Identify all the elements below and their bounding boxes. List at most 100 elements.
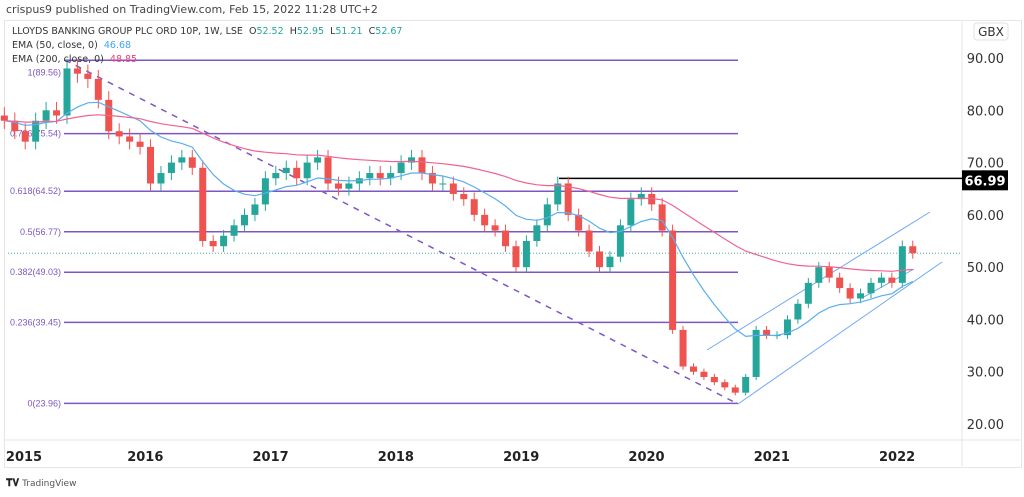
- candle-body: [188, 157, 196, 168]
- candle-body: [32, 120, 40, 142]
- candles: [0, 59, 917, 396]
- candle-body: [637, 193, 645, 200]
- candle-body: [679, 329, 687, 367]
- candle-body: [512, 246, 520, 268]
- ema50-row[interactable]: EMA (50, close, 0) 46.68: [12, 39, 402, 53]
- candle-body: [21, 131, 29, 142]
- fib-level-label: 0.5(56.77): [20, 227, 61, 237]
- candle-body: [136, 141, 144, 147]
- ema50-label: EMA (50, close, 0): [12, 40, 98, 51]
- fibonacci-retracement[interactable]: 1(89.56)0.786(75.54)0.618(64.52)0.5(56.7…: [10, 59, 738, 408]
- ema200-label: EMA (200, close, 0): [12, 54, 104, 65]
- candle-body: [752, 329, 760, 377]
- candle-body: [783, 319, 791, 336]
- ema50-value: 46.68: [103, 40, 132, 51]
- ema200-line: [4, 114, 913, 272]
- candle-body: [564, 183, 572, 215]
- candle-body: [334, 183, 342, 189]
- candle-body: [689, 366, 697, 372]
- candle-body: [585, 230, 593, 252]
- candle-body: [742, 376, 750, 393]
- drawings[interactable]: 66.99: [8, 59, 1008, 405]
- currency-label: GBX: [978, 25, 1004, 39]
- candle-body: [324, 157, 332, 184]
- candle-body: [209, 241, 217, 247]
- candle-body: [251, 204, 259, 215]
- candle-body: [522, 241, 530, 268]
- candle-body: [794, 303, 802, 320]
- time-tick-label: 2017: [253, 450, 289, 465]
- time-tick-label: 2015: [6, 450, 42, 465]
- candle-body: [502, 230, 510, 247]
- open-label: O: [248, 26, 257, 37]
- time-tick-label: 2022: [879, 450, 915, 465]
- candle-body: [63, 68, 71, 116]
- candle-body: [836, 277, 844, 289]
- symbol-row: LLOYDS BANKING GROUP PLC ORD 10P, 1W, LS…: [12, 25, 402, 39]
- candle-body: [408, 157, 416, 163]
- ema50-line: [4, 101, 914, 338]
- candle-body: [700, 371, 708, 377]
- low-value: 51.21: [335, 26, 363, 37]
- time-tick-label: 2018: [378, 450, 414, 465]
- fib-level-label: 0.618(64.52): [10, 186, 61, 196]
- tradingview-logo-icon: 𝐓𝐕: [6, 478, 20, 489]
- candle-body: [533, 225, 541, 242]
- candle-body: [42, 110, 50, 121]
- candle-body: [366, 173, 374, 179]
- candle-body: [126, 136, 134, 142]
- candle-body: [460, 193, 468, 200]
- candle-body: [658, 204, 666, 231]
- dashed-trend-line: [64, 59, 739, 405]
- candle-body: [470, 199, 478, 215]
- candle-body: [345, 183, 353, 189]
- close-label: C: [368, 26, 376, 37]
- candle-body: [543, 204, 551, 226]
- price-tick-label: 40.00: [967, 313, 1004, 328]
- candle-body: [575, 214, 583, 231]
- candle-body: [314, 157, 322, 163]
- candle-body: [282, 167, 290, 174]
- candle-body: [428, 173, 436, 184]
- candle-body: [387, 173, 395, 179]
- candle-body: [84, 73, 92, 79]
- fib-level-label: 0.236(39.45): [10, 317, 61, 327]
- high-value: 52.95: [296, 26, 325, 37]
- price-axis[interactable]: GBX 90.00 80.00 70.00 60.00 50.00 40.00 30.00 2…: [967, 22, 1009, 433]
- resistance-price-badge: [962, 170, 1008, 191]
- candle-body: [73, 68, 81, 74]
- price-tick-label: 30.00: [967, 366, 1004, 381]
- candle-body: [627, 199, 635, 226]
- candle-body: [888, 277, 896, 283]
- candle-body: [220, 235, 228, 247]
- candle-body: [240, 214, 248, 226]
- open-value: 52.52: [256, 26, 284, 37]
- candle-body: [596, 251, 604, 268]
- ema200-row[interactable]: EMA (200, close, 0) 48.85: [12, 53, 402, 67]
- time-axis[interactable]: 2015 2016 2017 2018 2019 2020 2021 2022: [6, 450, 915, 465]
- candle-body: [481, 214, 489, 226]
- candle-body: [53, 110, 61, 116]
- fib-level-label: 0(23.96): [27, 398, 61, 408]
- candle-body: [115, 131, 123, 137]
- candle-body: [909, 246, 917, 254]
- candle-body: [491, 225, 499, 231]
- low-label: L: [330, 26, 336, 37]
- candle-body: [261, 178, 269, 205]
- ema-lines: [4, 101, 914, 338]
- candle-body: [272, 173, 280, 179]
- price-tick-label: 90.00: [967, 52, 1004, 67]
- currency-badge[interactable]: [973, 22, 1009, 41]
- close-value: 52.67: [375, 26, 403, 37]
- candle-body: [648, 193, 656, 205]
- time-tick-label: 2016: [127, 450, 163, 465]
- price-tick-label: 80.00: [967, 104, 1004, 119]
- candle-body: [846, 288, 854, 299]
- candle-body: [293, 167, 301, 179]
- candle-body: [763, 329, 771, 336]
- candle-body: [303, 162, 311, 179]
- candle-body: [606, 256, 614, 268]
- candle-body: [554, 183, 562, 205]
- candle-body: [167, 162, 175, 174]
